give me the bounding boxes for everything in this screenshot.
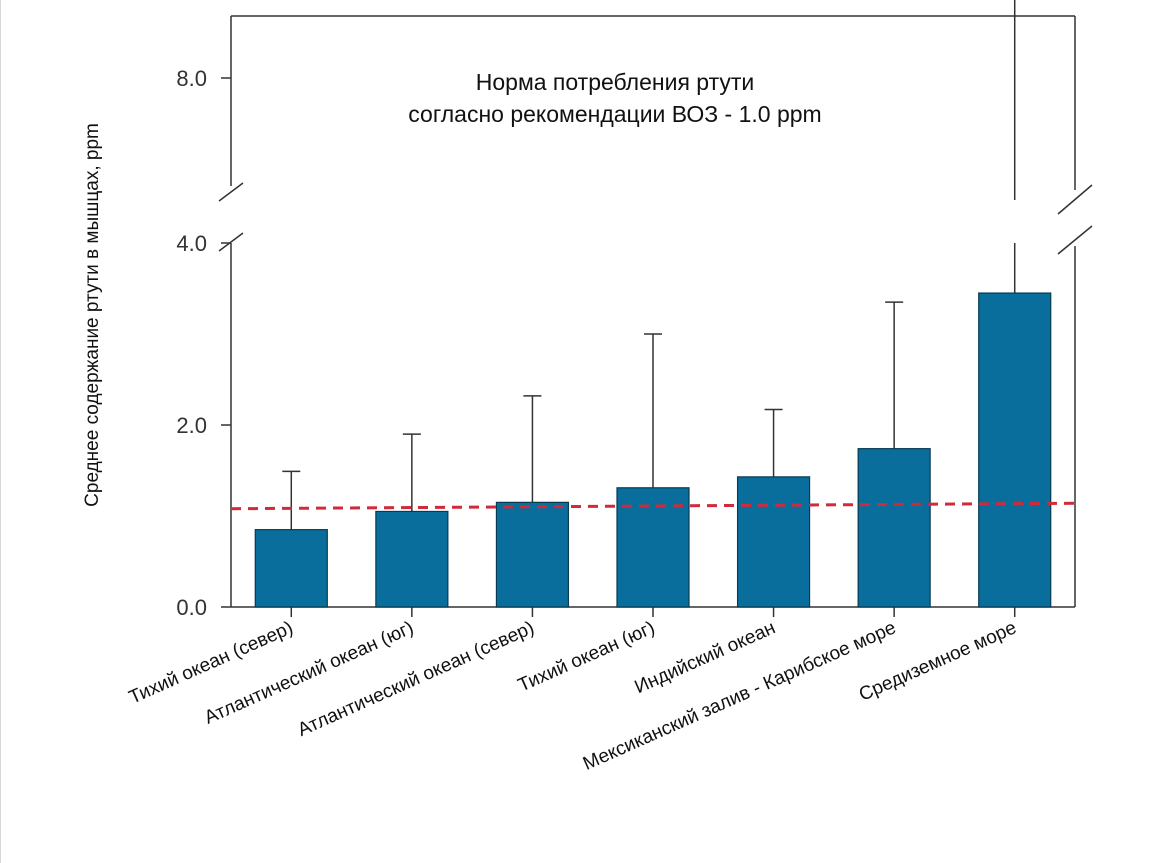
bar-2 [495, 501, 570, 608]
bar-0 [254, 529, 328, 608]
reference-line [230, 501, 1076, 511]
axis-break-right-upper [1057, 184, 1093, 215]
axis-break-left-lower [218, 232, 244, 252]
bar-6 [978, 292, 1052, 608]
annotation-line-1: Норма потребления ртути [476, 69, 755, 95]
annotation-line-2: согласно рекомендации ВОЗ - 1.0 ppm [408, 101, 821, 127]
category-label-1: Атлантический океан (юг) [201, 617, 417, 728]
bar-1 [375, 510, 449, 608]
bar-3 [616, 487, 690, 608]
left-edge-line [0, 0, 1, 863]
axis-break-right-lower [1057, 225, 1093, 255]
y-tick-label-1: 2.0 [176, 413, 207, 438]
axis-break-left-upper [218, 182, 244, 202]
y-tick-label-2: 4.0 [176, 231, 207, 256]
bar-4 [736, 476, 811, 608]
bar-5 [857, 448, 931, 608]
y-tick-label-3: 8.0 [176, 66, 207, 91]
y-axis-title: Среднее содержание ртути в мышцах, ppm [82, 123, 103, 507]
y-tick-label-0: 0.0 [176, 595, 207, 620]
